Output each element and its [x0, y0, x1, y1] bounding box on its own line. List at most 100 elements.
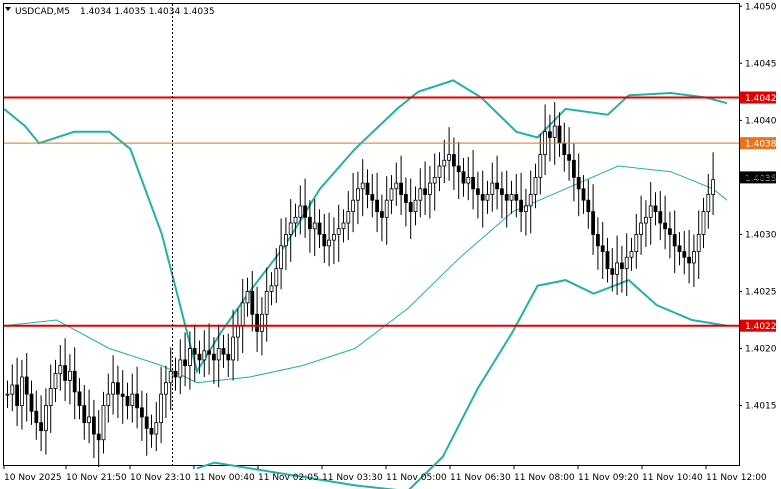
candle [451, 137, 456, 190]
candle-body [658, 211, 663, 224]
candle-body [519, 199, 523, 213]
candle-body [116, 382, 120, 395]
candle [322, 213, 327, 263]
candle-body [48, 388, 53, 406]
candle-body [336, 228, 341, 235]
candle [533, 163, 538, 209]
candle [331, 217, 336, 265]
candle [163, 365, 168, 419]
candle [687, 229, 691, 284]
bollinger-middle-band [3, 165, 728, 384]
candle-body [255, 313, 260, 332]
dropdown-arrow-icon[interactable] [5, 7, 11, 11]
candle [197, 340, 202, 374]
candle-body [480, 194, 485, 201]
candle-body [96, 433, 101, 441]
candle-body [586, 199, 591, 213]
candle [581, 175, 586, 214]
candle [135, 366, 140, 429]
candle [82, 385, 87, 440]
candle-body [634, 234, 639, 252]
candle [288, 199, 293, 262]
candle [379, 194, 384, 242]
candle-body [245, 291, 250, 304]
candle-body [240, 302, 245, 327]
candle-body [384, 199, 389, 218]
candle-body [274, 268, 279, 287]
candle-body [44, 405, 48, 432]
candle-body [408, 202, 413, 213]
candle [437, 152, 442, 192]
candle [528, 170, 533, 234]
candle [159, 366, 164, 444]
candle-body [524, 205, 528, 213]
candle [264, 267, 269, 342]
candle-body [653, 205, 658, 213]
x-tick-label: 10 Nov 23:10 [130, 473, 191, 483]
symbol-label: USDCAD,M5 [15, 7, 70, 17]
candle-body [149, 427, 154, 435]
candle-body [533, 176, 538, 195]
y-tick-label: 1.4045 [745, 59, 777, 69]
candle [696, 210, 701, 279]
candle-body [567, 154, 571, 161]
candle [572, 143, 576, 202]
candle-body [173, 370, 178, 378]
candle [576, 153, 581, 217]
candle-body [87, 416, 91, 424]
candle [139, 390, 144, 441]
candle-body [706, 194, 711, 213]
candle-body [111, 382, 115, 395]
candle-body [168, 370, 173, 384]
candle [192, 324, 197, 382]
candle-body [178, 359, 183, 378]
candle-body [403, 194, 408, 203]
x-tick-label: 11 Nov 09:20 [578, 473, 639, 483]
candle [303, 178, 308, 238]
candle-body [360, 182, 365, 190]
candle [634, 213, 639, 269]
candle-body [552, 125, 557, 138]
x-tick-label: 11 Nov 03:30 [322, 473, 383, 483]
candle-body [130, 393, 135, 406]
candle [19, 359, 24, 430]
candle [600, 221, 605, 279]
candle-body [548, 131, 552, 138]
candle-body [485, 194, 490, 201]
candle [187, 331, 192, 390]
candle [682, 231, 687, 275]
candle-body [221, 348, 226, 355]
candle [44, 388, 48, 455]
candle-body [72, 370, 77, 393]
candle [360, 159, 365, 217]
candle-body [696, 234, 701, 252]
candle [58, 345, 63, 391]
candle-body [423, 188, 428, 195]
level-tag-text: 1.4038 [745, 140, 777, 150]
candle-body [432, 176, 437, 184]
candle [48, 364, 53, 433]
candle-body [120, 393, 125, 397]
candle [480, 170, 485, 228]
candle-body [24, 376, 29, 395]
candle-body [77, 391, 82, 406]
candle-body [19, 376, 24, 406]
candle [216, 324, 221, 388]
candle [389, 175, 394, 214]
candle-body [615, 262, 619, 275]
candle [336, 204, 341, 262]
candle [274, 248, 279, 303]
candle-body [624, 256, 629, 270]
candle-body [154, 422, 159, 435]
candle-body [365, 182, 370, 195]
candle-body [437, 165, 442, 178]
candle [519, 172, 523, 233]
candle-body [461, 171, 466, 184]
candle [77, 378, 82, 420]
candle [312, 199, 317, 257]
candle [471, 150, 476, 210]
candle [648, 181, 653, 245]
candle [39, 395, 43, 452]
